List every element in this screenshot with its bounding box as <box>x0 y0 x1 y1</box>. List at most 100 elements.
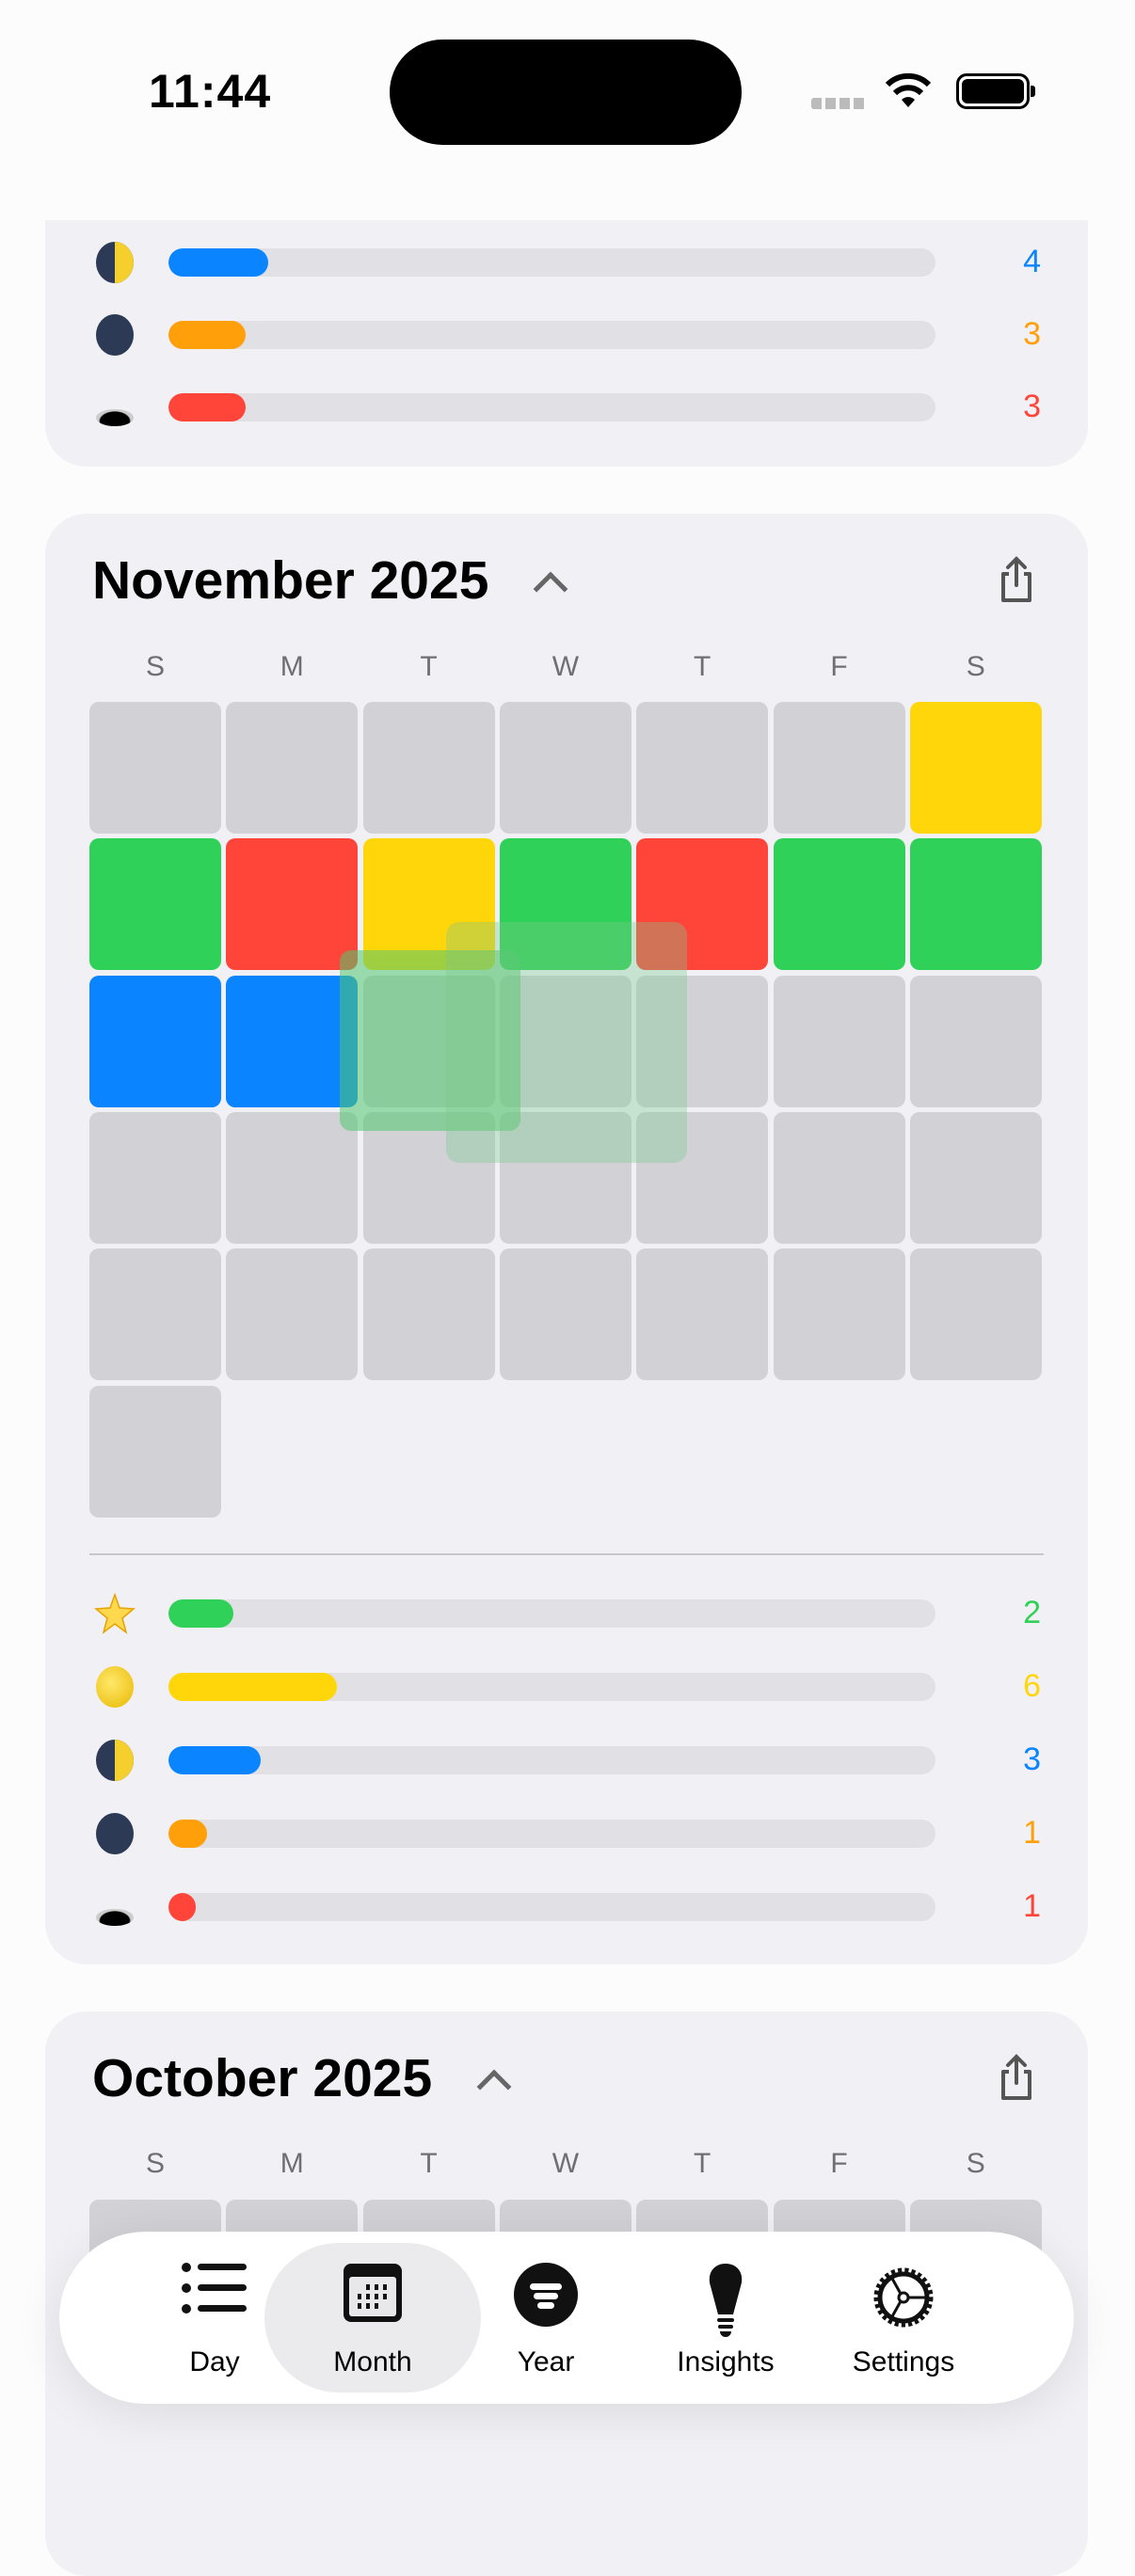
progress-track <box>168 248 935 277</box>
month-title: November 2025 <box>92 550 489 611</box>
collapse-chevron-icon[interactable] <box>533 571 568 607</box>
day-cell-green[interactable] <box>499 838 631 971</box>
tab-label: Settings <box>852 2346 955 2377</box>
day-cell-empty[interactable] <box>89 1385 221 1518</box>
first-quarter-moon-icon <box>94 242 136 283</box>
day-cell-empty[interactable] <box>499 1111 631 1244</box>
day-cell-empty[interactable] <box>362 702 495 834</box>
weekday-label: M <box>280 2148 304 2179</box>
day-cell-empty[interactable] <box>773 1248 905 1381</box>
weekday-label: F <box>830 651 848 682</box>
day-cell-empty[interactable] <box>226 702 359 834</box>
progress-track <box>168 321 935 349</box>
weekday-label: T <box>694 2148 711 2179</box>
day-cell-empty[interactable] <box>773 975 905 1107</box>
stat-count: 1 <box>1023 1888 1041 1924</box>
tab-insights[interactable]: Insights <box>617 2243 834 2393</box>
day-cell-empty[interactable] <box>636 975 769 1107</box>
stat-count: 3 <box>1023 1741 1041 1777</box>
day-cell-empty[interactable] <box>636 702 769 834</box>
tab-label: Year <box>517 2346 575 2377</box>
day-cell-green[interactable] <box>89 838 221 971</box>
progress-track <box>168 1893 935 1921</box>
day-cell-empty[interactable] <box>89 1111 221 1244</box>
november-card: November 2025 S M T W T F S 2 6 3 1 1 <box>45 514 1088 1964</box>
stat-row: 3 <box>45 1740 1088 1781</box>
progress-fill <box>168 1893 196 1921</box>
day-cell-empty[interactable] <box>909 975 1042 1107</box>
stat-count: 6 <box>1023 1668 1041 1704</box>
day-cell-empty[interactable] <box>773 702 905 834</box>
day-cell-empty[interactable] <box>499 1248 631 1381</box>
progress-track <box>168 1820 935 1848</box>
day-cell-empty[interactable] <box>226 1248 359 1381</box>
tab-label: Insights <box>677 2346 775 2377</box>
wifi-icon <box>885 72 932 107</box>
day-cell-blue[interactable] <box>226 975 359 1107</box>
stat-row: 2 <box>45 1592 1088 1634</box>
day-cell-blue[interactable] <box>89 975 221 1107</box>
tab-settings[interactable]: Settings <box>795 2243 1012 2393</box>
day-cell-red[interactable] <box>226 838 359 971</box>
stat-count: 2 <box>1023 1595 1041 1630</box>
weekday-label: T <box>420 2148 438 2179</box>
day-cell-empty[interactable] <box>499 975 631 1107</box>
star-icon <box>94 1592 136 1634</box>
hole-icon <box>94 1886 136 1928</box>
drag-preview-overlay <box>446 922 687 1163</box>
day-cell-empty[interactable] <box>636 1248 769 1381</box>
day-cell-empty[interactable] <box>226 1111 359 1244</box>
weekday-label: S <box>145 651 165 682</box>
weekday-label: T <box>420 651 438 682</box>
day-cell-green[interactable] <box>773 838 905 971</box>
day-cell-empty[interactable] <box>909 1111 1042 1244</box>
stat-count: 4 <box>1023 244 1041 279</box>
dynamic-island <box>390 40 742 145</box>
day-cell-empty[interactable] <box>362 1111 495 1244</box>
tab-month[interactable]: Month <box>264 2243 481 2393</box>
previous-month-card: 4 3 3 <box>45 220 1088 467</box>
day-cell-empty[interactable] <box>362 1248 495 1381</box>
stat-row: 3 <box>45 314 1088 356</box>
tab-label: Day <box>189 2346 240 2377</box>
weekday-label: W <box>552 2148 580 2179</box>
stat-count: 3 <box>1023 316 1041 352</box>
share-icon[interactable] <box>998 2053 1035 2102</box>
expand-chevron-icon[interactable] <box>476 2069 512 2105</box>
day-cell-empty[interactable] <box>773 1111 905 1244</box>
day-cell-empty[interactable] <box>89 1248 221 1381</box>
day-cell-red[interactable] <box>636 838 769 971</box>
month-title: October 2025 <box>92 2048 433 2108</box>
tab-year[interactable]: Year <box>438 2243 654 2393</box>
weekday-label: S <box>145 2148 165 2179</box>
day-cell-empty[interactable] <box>636 1111 769 1244</box>
share-icon[interactable] <box>998 555 1035 604</box>
progress-track <box>168 1746 935 1774</box>
stat-row: 1 <box>45 1813 1088 1854</box>
progress-fill <box>168 1820 207 1848</box>
progress-track <box>168 393 935 421</box>
day-cell-yellow[interactable] <box>362 838 495 971</box>
day-cell-green[interactable] <box>909 838 1042 971</box>
divider <box>89 1553 1044 1555</box>
stat-count: 3 <box>1023 389 1041 424</box>
day-cell-yellow[interactable] <box>909 702 1042 834</box>
day-cell-empty[interactable] <box>909 1248 1042 1381</box>
stat-row: 3 <box>45 389 1088 426</box>
progress-track <box>168 1673 935 1701</box>
weekday-label: M <box>280 651 304 682</box>
stat-row: 1 <box>45 1888 1088 1926</box>
day-cell-empty[interactable] <box>499 702 631 834</box>
progress-fill <box>168 1599 234 1628</box>
stat-row: 4 <box>45 242 1088 283</box>
progress-fill <box>168 1746 261 1774</box>
progress-fill <box>168 248 268 277</box>
progress-track <box>168 1599 935 1628</box>
weekday-label: S <box>966 2148 985 2179</box>
weekday-label: S <box>966 651 985 682</box>
day-cell-empty[interactable] <box>89 702 221 834</box>
tab-day[interactable]: Day <box>106 2243 323 2393</box>
weekday-label: W <box>552 651 580 682</box>
new-moon-icon <box>94 1813 136 1854</box>
drag-preview-overlay <box>340 950 520 1131</box>
